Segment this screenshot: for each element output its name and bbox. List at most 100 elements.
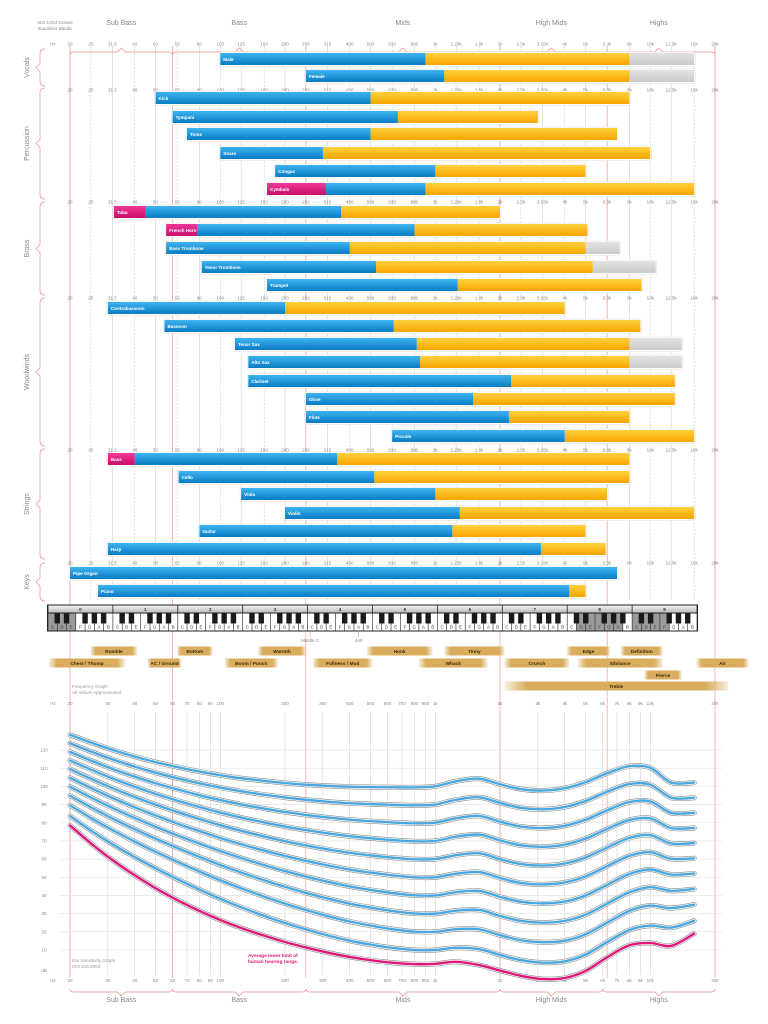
black-key[interactable] bbox=[119, 613, 125, 624]
white-key[interactable] bbox=[215, 613, 224, 631]
white-key[interactable] bbox=[372, 613, 382, 631]
white-key[interactable] bbox=[224, 613, 234, 631]
white-key[interactable] bbox=[261, 613, 271, 631]
white-key[interactable] bbox=[76, 613, 85, 631]
white-key[interactable] bbox=[428, 613, 438, 631]
black-key[interactable] bbox=[341, 613, 348, 624]
black-key[interactable] bbox=[508, 613, 515, 624]
white-key[interactable] bbox=[335, 613, 345, 631]
black-key[interactable] bbox=[453, 613, 459, 624]
white-key[interactable] bbox=[326, 613, 336, 631]
black-key[interactable] bbox=[666, 613, 672, 624]
black-key[interactable] bbox=[128, 613, 135, 624]
white-key[interactable] bbox=[270, 613, 280, 631]
white-key[interactable] bbox=[363, 613, 373, 631]
white-key[interactable] bbox=[400, 613, 410, 631]
white-key[interactable] bbox=[57, 613, 67, 631]
white-key[interactable] bbox=[85, 613, 95, 631]
black-key[interactable] bbox=[536, 613, 543, 624]
white-key[interactable] bbox=[103, 613, 113, 631]
white-key[interactable] bbox=[94, 613, 104, 631]
white-key[interactable] bbox=[688, 613, 697, 631]
black-key[interactable] bbox=[286, 613, 292, 624]
white-key[interactable] bbox=[48, 613, 57, 631]
black-key[interactable] bbox=[555, 613, 561, 624]
white-key[interactable] bbox=[632, 613, 642, 631]
white-key[interactable] bbox=[382, 613, 391, 631]
black-key[interactable] bbox=[416, 613, 422, 624]
black-key[interactable] bbox=[258, 613, 264, 624]
white-key[interactable] bbox=[530, 613, 540, 631]
black-key[interactable] bbox=[63, 613, 70, 624]
white-key[interactable] bbox=[280, 613, 289, 631]
white-key[interactable] bbox=[456, 613, 465, 631]
black-key[interactable] bbox=[314, 613, 320, 624]
black-key[interactable] bbox=[583, 613, 589, 624]
white-key[interactable] bbox=[178, 613, 187, 631]
white-key[interactable] bbox=[474, 613, 484, 631]
black-key[interactable] bbox=[82, 613, 88, 624]
white-key[interactable] bbox=[576, 613, 586, 631]
black-key[interactable] bbox=[481, 613, 487, 624]
white-key[interactable] bbox=[660, 613, 669, 631]
white-key[interactable] bbox=[558, 613, 567, 631]
white-key[interactable] bbox=[586, 613, 595, 631]
black-key[interactable] bbox=[249, 613, 255, 624]
black-key[interactable] bbox=[351, 613, 357, 624]
white-key[interactable] bbox=[159, 613, 169, 631]
white-key[interactable] bbox=[446, 613, 456, 631]
black-key[interactable] bbox=[675, 613, 682, 624]
black-key[interactable] bbox=[471, 613, 478, 624]
white-key[interactable] bbox=[613, 613, 623, 631]
white-key[interactable] bbox=[196, 613, 206, 631]
white-key[interactable] bbox=[307, 613, 317, 631]
white-key[interactable] bbox=[465, 613, 475, 631]
white-key[interactable] bbox=[669, 613, 679, 631]
white-key[interactable] bbox=[252, 613, 261, 631]
white-key[interactable] bbox=[511, 613, 521, 631]
black-key[interactable] bbox=[156, 613, 162, 624]
black-key[interactable] bbox=[443, 613, 450, 624]
white-key[interactable] bbox=[548, 613, 558, 631]
white-key[interactable] bbox=[113, 613, 122, 631]
white-key[interactable] bbox=[122, 613, 132, 631]
black-key[interactable] bbox=[573, 613, 580, 624]
white-key[interactable] bbox=[187, 613, 197, 631]
black-key[interactable] bbox=[277, 613, 283, 624]
black-key[interactable] bbox=[425, 613, 431, 624]
black-key[interactable] bbox=[323, 613, 329, 624]
white-key[interactable] bbox=[66, 613, 76, 631]
white-key[interactable] bbox=[502, 613, 512, 631]
white-key[interactable] bbox=[168, 613, 178, 631]
white-key[interactable] bbox=[641, 613, 651, 631]
white-key[interactable] bbox=[521, 613, 530, 631]
black-key[interactable] bbox=[638, 613, 645, 624]
black-key[interactable] bbox=[100, 613, 107, 624]
black-key[interactable] bbox=[193, 613, 200, 624]
black-key[interactable] bbox=[379, 613, 385, 624]
white-key[interactable] bbox=[678, 613, 688, 631]
white-key[interactable] bbox=[205, 613, 215, 631]
black-key[interactable] bbox=[685, 613, 691, 624]
black-key[interactable] bbox=[647, 613, 654, 624]
white-key[interactable] bbox=[567, 613, 577, 631]
white-key[interactable] bbox=[150, 613, 159, 631]
white-key[interactable] bbox=[141, 613, 150, 631]
white-key[interactable] bbox=[623, 613, 632, 631]
white-key[interactable] bbox=[233, 613, 243, 631]
black-key[interactable] bbox=[147, 613, 153, 624]
white-key[interactable] bbox=[391, 613, 401, 631]
white-key[interactable] bbox=[289, 613, 299, 631]
black-key[interactable] bbox=[91, 613, 98, 624]
black-key[interactable] bbox=[230, 613, 237, 624]
black-key[interactable] bbox=[406, 613, 413, 624]
black-key[interactable] bbox=[610, 613, 617, 624]
black-key[interactable] bbox=[165, 613, 172, 624]
black-key[interactable] bbox=[221, 613, 227, 624]
black-key[interactable] bbox=[601, 613, 607, 624]
white-key[interactable] bbox=[595, 613, 604, 631]
black-key[interactable] bbox=[545, 613, 552, 624]
white-key[interactable] bbox=[650, 613, 660, 631]
black-key[interactable] bbox=[518, 613, 524, 624]
white-key[interactable] bbox=[493, 613, 502, 631]
